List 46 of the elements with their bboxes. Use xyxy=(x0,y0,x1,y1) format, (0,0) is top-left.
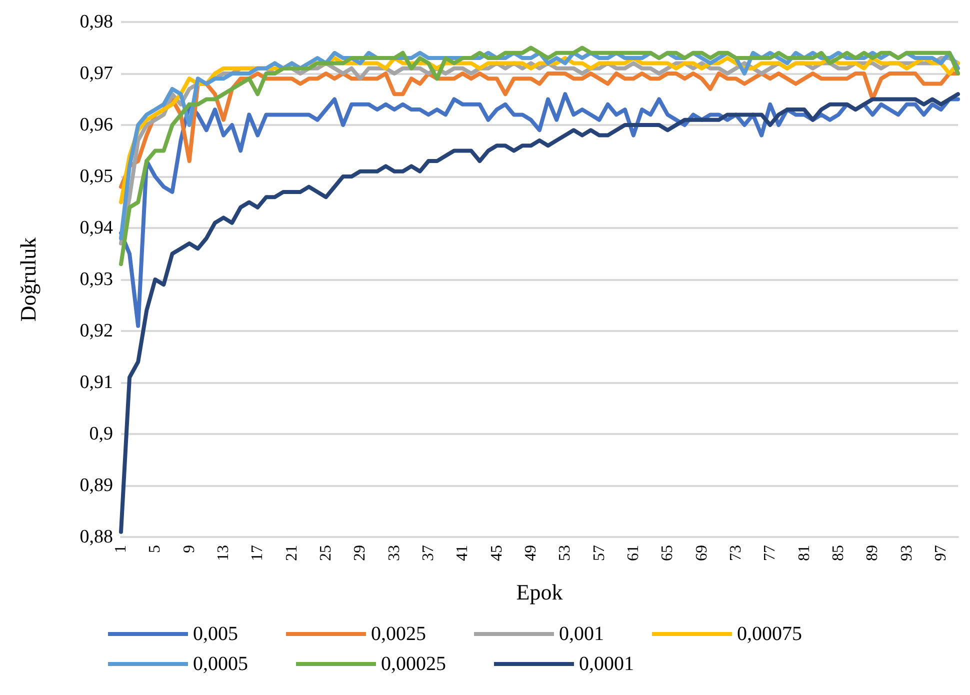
x-tick-label: 1 xyxy=(112,545,130,553)
legend-label: 0,005 xyxy=(193,623,238,645)
line-series xyxy=(119,92,960,534)
x-tick-label: 21 xyxy=(283,545,300,561)
y-tick-label: 0,89 xyxy=(80,475,113,496)
x-tick-label: 65 xyxy=(659,545,676,561)
legend-label: 0,00025 xyxy=(381,653,446,675)
x-tick-label: 77 xyxy=(762,545,779,561)
y-tick-label: 0,98 xyxy=(80,12,113,32)
y-tick-label: 0,93 xyxy=(80,269,113,290)
y-tick-label: 0,92 xyxy=(80,320,113,342)
x-tick-label: 73 xyxy=(727,545,744,561)
y-axis-title: Doğruluk xyxy=(16,237,40,322)
x-tick-label: 93 xyxy=(898,545,916,561)
x-tick-label: 57 xyxy=(590,545,608,561)
y-tick-label: 0,94 xyxy=(80,218,114,238)
y-tick-label: 0,97 xyxy=(80,63,113,84)
x-axis-title: Epok xyxy=(516,580,563,604)
x-tick-label: 53 xyxy=(556,545,574,561)
x-tick-label: 17 xyxy=(249,545,266,561)
y-tick-label: 0,95 xyxy=(80,166,113,187)
x-tick-label: 25 xyxy=(317,545,334,561)
x-tick-label: 61 xyxy=(624,545,642,561)
x-tick-label: 9 xyxy=(180,545,198,553)
x-tick-label: 49 xyxy=(522,545,540,561)
x-tick-label: 13 xyxy=(214,545,232,561)
legend-label: 0,001 xyxy=(559,623,604,645)
legend-label: 0,00075 xyxy=(737,623,802,645)
x-tick-label: 81 xyxy=(796,545,813,561)
x-tick-label: 41 xyxy=(454,545,472,561)
y-tick-label: 0,91 xyxy=(80,372,113,393)
x-tick-label: 97 xyxy=(932,545,950,561)
x-tick-label: 85 xyxy=(830,545,847,561)
x-tick-label: 33 xyxy=(386,545,403,561)
legend-label: 0,0025 xyxy=(371,623,426,645)
legend-label: 0,0005 xyxy=(193,653,248,675)
x-tick-label: 5 xyxy=(146,545,164,553)
x-tick-label: 69 xyxy=(693,545,710,561)
x-tick-label: 89 xyxy=(864,545,882,561)
legend-label: 0,0001 xyxy=(579,653,634,675)
y-tick-label: 0,88 xyxy=(80,526,113,548)
x-tick-label: 29 xyxy=(352,545,369,561)
y-tick-label: 0,96 xyxy=(80,114,113,136)
x-tick-label: 37 xyxy=(420,545,437,561)
x-tick-label: 45 xyxy=(488,545,506,561)
y-tick-label: 0,9 xyxy=(89,424,113,444)
